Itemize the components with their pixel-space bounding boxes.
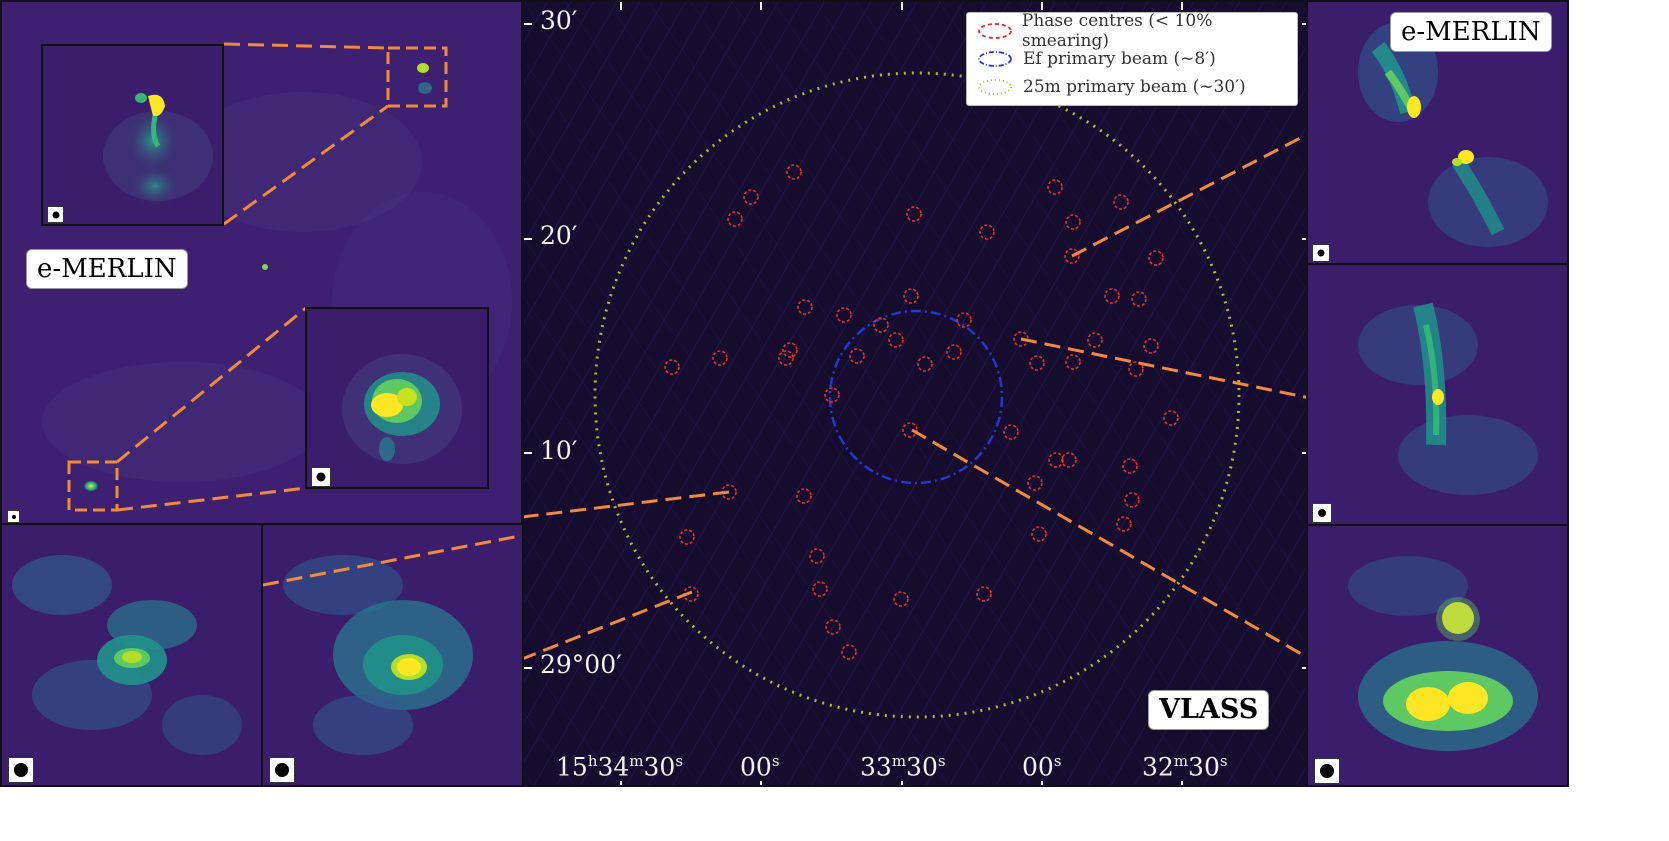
legend-item-25m-beam: 25m primary beam (∼30′) [975, 75, 1246, 99]
middle-inset [305, 307, 489, 489]
m25-beam-legend-icon [978, 79, 1012, 95]
phase-centre-marker [902, 422, 918, 438]
phase-centre-marker [1029, 355, 1045, 371]
phase-centre-marker [1122, 458, 1138, 474]
y-tick-label: 30′ [540, 6, 578, 35]
phase-centre-marker [824, 387, 840, 403]
phase-centre-marker [809, 548, 825, 564]
right-bottom-beam-marker [1314, 758, 1340, 784]
phase-centre-marker [812, 581, 828, 597]
right-emerlin-label: e-MERLIN [1390, 12, 1552, 52]
phase-centre-marker [946, 344, 962, 360]
phase-centre-marker [712, 350, 728, 366]
phase-centre-marker [679, 529, 695, 545]
left-emerlin-label: e-MERLIN [26, 249, 188, 289]
left-emerlin-panel: e-MERLIN [0, 0, 523, 525]
phase-centre-marker [778, 350, 794, 366]
phase-centre-marker [841, 644, 857, 660]
x-tick-label: 33m30s [860, 752, 946, 782]
phase-centre-marker [903, 288, 919, 304]
phase-centre-marker [873, 317, 889, 333]
phase-centre-legend-icon [978, 23, 1012, 39]
x-tick-label: 00s [740, 752, 780, 782]
phase-centre-marker [1128, 361, 1144, 377]
vlass-label: VLASS [1148, 690, 1270, 730]
phase-centre-marker [1048, 452, 1064, 468]
phase-centre-marker [1003, 424, 1019, 440]
phase-centre-marker [917, 356, 933, 372]
phase-centre-marker [664, 359, 680, 375]
y-tick-label: 10′ [540, 436, 578, 465]
phase-centre-marker [1027, 475, 1043, 491]
right-top-beam-marker [1312, 244, 1330, 262]
vlass-map [524, 2, 1306, 785]
legend-item-ef-beam: Ef primary beam (∼8′) [975, 47, 1216, 71]
phase-centre-marker [1065, 214, 1081, 230]
upper-inset-image [43, 46, 222, 224]
bottom-left-panel-2 [261, 523, 524, 787]
phase-centre-marker [956, 312, 972, 328]
phase-centre-marker [1104, 288, 1120, 304]
phase-centre-marker [1163, 410, 1179, 426]
y-tick-label: 20′ [540, 221, 578, 250]
legend: Phase centres (< 10% smearing) Ef primar… [966, 11, 1298, 106]
right-bottom-image [1308, 526, 1567, 785]
phase-centre-marker [849, 348, 865, 364]
bottom-left-beam-marker-1 [8, 757, 34, 783]
phase-centre-marker [888, 332, 904, 348]
phase-centre-marker [906, 206, 922, 222]
phase-centre-marker [1031, 526, 1047, 542]
phase-centre-marker [1064, 248, 1080, 264]
phase-centre-marker [825, 619, 841, 635]
phase-centre-marker [1124, 492, 1140, 508]
phase-centre-marker [893, 591, 909, 607]
x-tick-label: 00s [1022, 752, 1062, 782]
phase-centre-marker [727, 211, 743, 227]
phase-centre-marker [1047, 179, 1063, 195]
right-middle-beam-marker [1312, 503, 1332, 523]
phase-centre-marker [1087, 332, 1103, 348]
right-bottom-panel [1306, 524, 1569, 787]
phase-centre-marker [836, 307, 852, 323]
phase-centre-marker [797, 299, 813, 315]
right-middle-panel [1306, 263, 1569, 526]
x-tick-label: 15h34m30s [556, 752, 684, 782]
phase-centre-marker [1143, 338, 1159, 354]
bottom-left-beam-marker-2 [269, 757, 295, 783]
bottom-left-image-1 [2, 525, 261, 785]
right-top-panel: e-MERLIN [1306, 0, 1569, 265]
phase-centre-marker [979, 224, 995, 240]
bottom-left-image-2 [263, 525, 522, 785]
upper-inset [41, 44, 224, 226]
phase-centre-marker [976, 586, 992, 602]
ef-beam-legend-icon [978, 51, 1012, 67]
phase-centre-marker [796, 488, 812, 504]
phase-centres [664, 164, 1179, 660]
vlass-panel: 30′ 20′ 10′ 29°00′ 15h34m30s 00s 33m30s … [522, 0, 1308, 787]
upper-inset-beam-marker [47, 206, 64, 223]
phase-centre-marker [786, 164, 802, 180]
middle-inset-image [307, 309, 487, 487]
x-tick-label: 32m30s [1142, 752, 1228, 782]
phase-centre-marker [1148, 250, 1164, 266]
phase-centre-marker [1061, 452, 1077, 468]
m25-primary-beam [593, 71, 1241, 719]
phase-centre-marker [782, 342, 798, 358]
legend-item-phase-centres: Phase centres (< 10% smearing) [975, 11, 1297, 51]
bottom-left-panel-1 [0, 523, 263, 787]
middle-inset-beam-marker [311, 467, 331, 487]
right-middle-image [1308, 265, 1567, 524]
phase-centre-marker [1116, 516, 1132, 532]
phase-centre-marker [1113, 194, 1129, 210]
phase-centre-marker [1065, 354, 1081, 370]
ef-primary-beam [828, 309, 1004, 485]
phase-centre-marker [1131, 291, 1147, 307]
phase-centre-marker [743, 189, 759, 205]
y-tick-label: 29°00′ [540, 650, 622, 679]
left-panel-beam-marker [7, 510, 20, 523]
